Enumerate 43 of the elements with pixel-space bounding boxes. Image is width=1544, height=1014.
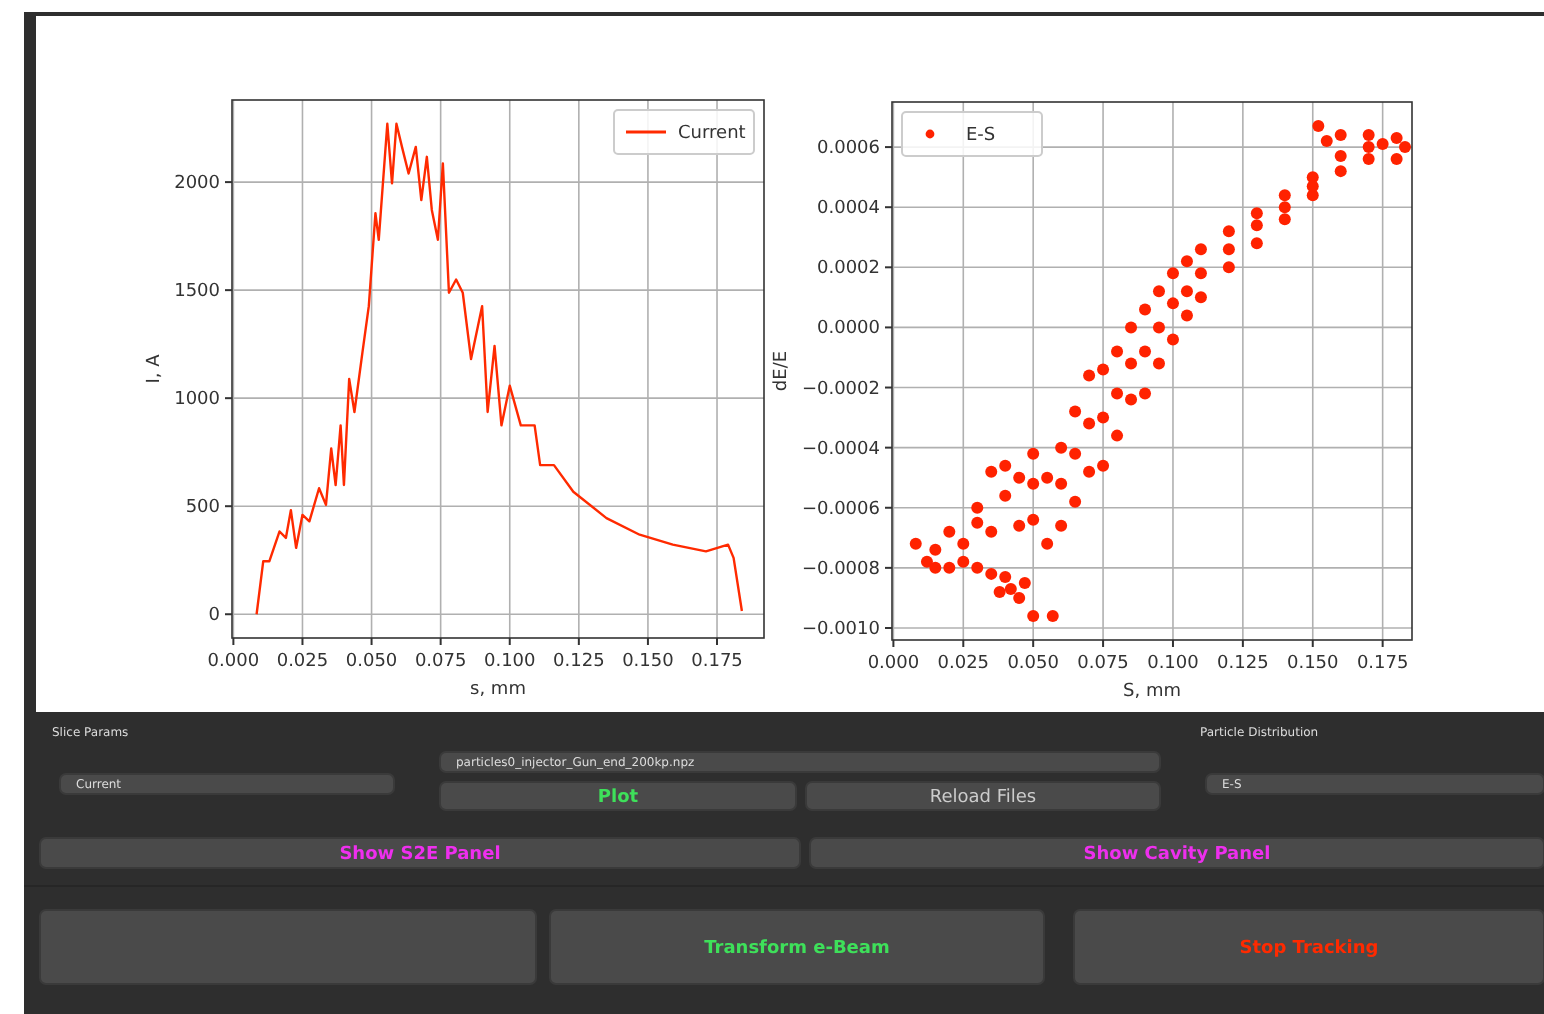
- legend-label: Current: [678, 124, 747, 144]
- y-tick-label: 0.0006: [817, 139, 881, 160]
- x-tick-label: 0.175: [691, 652, 743, 672]
- y-tick-label: −0.0004: [801, 439, 881, 460]
- x-tick-label: 0.100: [1147, 654, 1200, 674]
- y-tick-label: −0.0010: [801, 619, 881, 640]
- y-tick-label: 0.0004: [817, 199, 881, 220]
- x-tick-label: 0.025: [276, 652, 329, 672]
- y-tick-label: 1500: [174, 282, 221, 303]
- y-tick-label: 0.0000: [817, 319, 881, 340]
- x-axis-title: s, mm: [470, 680, 526, 700]
- x-tick-label: 0.000: [867, 654, 920, 674]
- x-tick-label: 0.000: [207, 652, 260, 672]
- text: Reload Files: [929, 788, 1037, 809]
- y-tick-label: 1000: [174, 390, 221, 411]
- y-tick-label: 500: [185, 498, 221, 519]
- x-tick-label: 0.150: [622, 652, 675, 672]
- text: Show Cavity Panel: [1083, 845, 1271, 866]
- x-tick-label: 0.025: [937, 654, 990, 674]
- y-tick-label: −0.0008: [801, 559, 881, 580]
- x-tick-label: 0.125: [1217, 654, 1269, 674]
- x-axis-title: S, mm: [1123, 682, 1181, 702]
- legend-label: E-S: [966, 126, 996, 146]
- x-tick-label: 0.125: [553, 652, 605, 672]
- x-tick-label: 0.075: [414, 652, 467, 672]
- x-tick-label: 0.100: [483, 652, 537, 672]
- y-axis-title: dE/E: [771, 350, 792, 392]
- text: Stop Tracking: [1239, 939, 1379, 960]
- y-tick-label: −0.0006: [801, 499, 881, 520]
- y-tick-label: −0.0002: [801, 379, 880, 400]
- x-tick-label: 0.150: [1286, 654, 1340, 674]
- text: Show S2E Panel: [339, 845, 501, 866]
- line-series: [255, 122, 744, 616]
- x-tick-label: 0.075: [1077, 654, 1129, 674]
- y-tick-label: 2000: [174, 174, 221, 195]
- y-tick-label: 0.0002: [817, 259, 880, 280]
- y-axis-title: I, A: [145, 352, 166, 384]
- text: Plot: [597, 788, 640, 809]
- x-tick-label: 0.050: [1007, 654, 1060, 674]
- x-tick-label: 0.175: [1356, 654, 1409, 674]
- text: Transform e-Beam: [704, 939, 890, 960]
- x-tick-label: 0.050: [345, 652, 398, 672]
- y-tick-label: 0: [208, 606, 221, 627]
